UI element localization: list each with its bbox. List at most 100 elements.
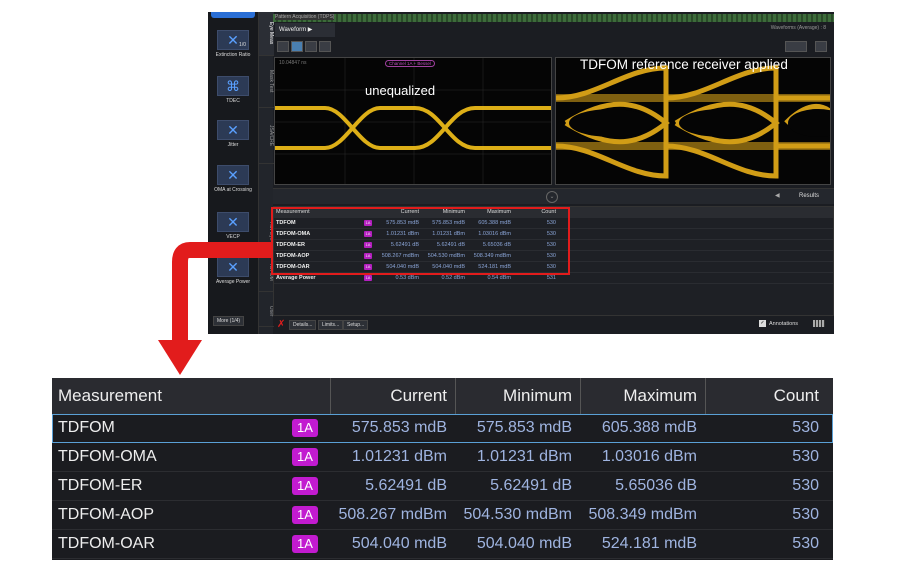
tool-jitter[interactable]: ✕ Jitter	[212, 120, 254, 148]
tool-tdec[interactable]: ⌘ TDEC	[212, 76, 254, 104]
zoomed-col-count[interactable]: Count	[705, 378, 827, 414]
source-badge: 1A	[292, 419, 330, 437]
maximum-value: 508.349 mdBm	[588, 506, 697, 523]
col-current[interactable]: Current	[400, 209, 419, 215]
eye-diagram-unequalized: 10.04847 ns Channel 1A + Bessel unequali…	[274, 57, 552, 185]
zoomed-col-current[interactable]: Current	[330, 378, 455, 414]
table-row[interactable]: TDFOM-ER 1A 5.62491 dB 5.62491 dB 5.65036 dB…	[52, 472, 833, 501]
tdec-eye-icon: ⌘	[217, 76, 249, 96]
table-row[interactable]: TDFOM-OAR 1A 504.040 mdB 504.040 mdB 524.181…	[52, 530, 833, 559]
annotations-checkbox[interactable]: ✓	[759, 320, 766, 327]
minimum-value: 504.040 mdB	[432, 264, 465, 270]
setup-button[interactable]: Setup...	[343, 320, 369, 330]
source-badge: 1A	[364, 275, 376, 281]
results-label[interactable]: Results	[799, 193, 820, 199]
eye-trace-left	[275, 58, 551, 184]
measurement-name: TDFOM-OAR	[58, 535, 155, 552]
table-row[interactable]: TDFOM 1A 575.853 mdB 575.853 mdB 605.388 mdB…	[274, 218, 833, 229]
count-value: 530	[792, 535, 819, 552]
tool-oma[interactable]: ✕ OMA at Crossing	[212, 165, 254, 193]
maximum-value: 605.388 mdB	[601, 419, 697, 436]
maximum-value: 524.181 mdB	[478, 264, 511, 270]
minimum-value: 5.62491 dB	[436, 242, 465, 248]
tool-label: Jitter	[227, 142, 239, 148]
tab-mask-test[interactable]: Mask Test	[259, 56, 274, 108]
layout-button-3[interactable]	[305, 41, 317, 52]
tool-vecp[interactable]: ✕ VECP	[212, 212, 254, 240]
waveform-tab[interactable]: Waveform ▶	[275, 23, 335, 37]
tab-user[interactable]: User	[259, 297, 274, 327]
measurement-name: TDFOM-OAR	[276, 264, 310, 270]
channel-1a-badge: 1A	[292, 419, 318, 437]
annotations-label: Annotations	[769, 321, 799, 327]
count-value: 530	[792, 506, 819, 523]
current-value: 575.853 mdB	[351, 419, 447, 436]
table-row[interactable]: TDFOM-AOP 1A 508.267 mdBm 504.530 mdBm 508.3…	[52, 501, 833, 530]
eye-annotation-unequalized: unequalized	[365, 83, 436, 98]
results-bar: ⌄ ◀ Results	[273, 188, 834, 204]
tool-label: Extinction Ratio	[215, 52, 251, 58]
table-row[interactable]: TDFOM-OMA 1A 1.01231 dBm 1.01231 dBm 1.03016…	[274, 229, 833, 240]
maximum-value: 508.349 mdBm	[473, 253, 511, 259]
tab-jsa[interactable]: JSA/CRE	[259, 108, 274, 164]
menu-icon[interactable]	[815, 41, 827, 52]
minimum-value: 504.040 mdB	[476, 535, 572, 552]
layout-button-2[interactable]	[291, 41, 303, 52]
minimum-value: 1.01231 dBm	[432, 231, 465, 237]
tab-eye-meas[interactable]: Eye Meas	[259, 12, 274, 56]
pattern-acquisition-bar: Pattern Acquisition (TDPS)	[273, 14, 834, 22]
tool-extinction-ratio[interactable]: ✕ 1/0 Extinction Ratio	[212, 30, 254, 58]
col-measurement[interactable]: Measurement	[276, 209, 310, 215]
minimum-value: 1.01231 dBm	[476, 448, 572, 465]
count-value: 530	[792, 448, 819, 465]
table-row[interactable]: Average Power 1A 0.53 dBm 0.52 dBm 0.54 dBm 5…	[274, 273, 833, 284]
minimum-value: 504.530 mdBm	[427, 253, 465, 259]
highlight-box	[271, 207, 570, 275]
scope-window: ✕ 1/0 Extinction Ratio ⌘ TDEC ✕ Jitter ✕ OMA …	[208, 12, 834, 334]
results-back-icon[interactable]: ◀	[775, 193, 780, 199]
play-icon[interactable]: ▶	[307, 27, 313, 33]
collapse-chevron-icon[interactable]: ⌄	[546, 191, 558, 203]
count-value: 530	[546, 264, 556, 270]
red-arrow-icon	[158, 242, 271, 375]
clear-icon[interactable]: ✗	[277, 319, 286, 330]
source-badge: 1A	[292, 506, 330, 524]
toolbox-top-button[interactable]	[211, 12, 255, 18]
limits-button[interactable]: Limits...	[318, 320, 344, 330]
table-header: Measurement Current Minimum Maximum Coun…	[274, 207, 833, 218]
measurement-name: TDFOM-AOP	[58, 506, 154, 523]
eye-timestamp: 10.04847 ns	[279, 60, 307, 66]
maximum-value: 0.54 dBm	[487, 275, 511, 281]
table-row[interactable]: TDFOM 1A 575.853 mdB 575.853 mdB 605.388 mdB…	[52, 414, 833, 443]
table-row[interactable]: TDFOM-OMA 1A 1.01231 dBm 1.01231 dBm 1.03016…	[52, 443, 833, 472]
waveform-tab-label: Waveform	[279, 27, 307, 33]
channel-badge[interactable]: Channel 1A + Bessel	[385, 60, 435, 67]
grid-view-icon[interactable]	[813, 320, 825, 327]
source-badge: 1A	[292, 448, 330, 466]
zoomed-col-maximum[interactable]: Maximum	[580, 378, 705, 414]
maximum-value: 1.03016 dBm	[601, 448, 697, 465]
channel-1a-badge: 1A	[364, 231, 372, 237]
current-value: 508.267 mdBm	[338, 506, 447, 523]
measurement-name: Average Power	[276, 275, 316, 281]
channel-1a-badge: 1A	[364, 242, 372, 248]
more-button[interactable]: More (1/4)	[213, 316, 245, 326]
table-row[interactable]: TDFOM-OAR 1A 504.040 mdB 504.040 mdB 524.181…	[274, 262, 833, 273]
move-icon[interactable]	[785, 41, 807, 52]
maximum-value: 524.181 mdB	[601, 535, 697, 552]
zoomed-table-header: Measurement Current Minimum Maximum Coun…	[52, 378, 833, 414]
col-count[interactable]: Count	[541, 209, 556, 215]
col-maximum[interactable]: Maximum	[487, 209, 511, 215]
layout-button-1[interactable]	[277, 41, 289, 52]
minimum-value: 575.853 mdB	[432, 220, 465, 226]
zoomed-col-minimum[interactable]: Minimum	[455, 378, 580, 414]
table-row[interactable]: TDFOM-ER 1A 5.62491 dB 5.62491 dB 5.65036 dB…	[274, 240, 833, 251]
minimum-value: 0.52 dBm	[441, 275, 465, 281]
col-minimum[interactable]: Minimum	[442, 209, 465, 215]
current-value: 0.53 dBm	[395, 275, 419, 281]
table-row[interactable]: TDFOM-AOP 1A 508.267 mdBm 504.530 mdBm 508.3…	[274, 251, 833, 262]
details-button[interactable]: Details...	[289, 320, 317, 330]
zoomed-col-measurement[interactable]: Measurement	[58, 385, 162, 405]
minimum-value: 575.853 mdB	[476, 419, 572, 436]
layout-button-4[interactable]	[319, 41, 331, 52]
